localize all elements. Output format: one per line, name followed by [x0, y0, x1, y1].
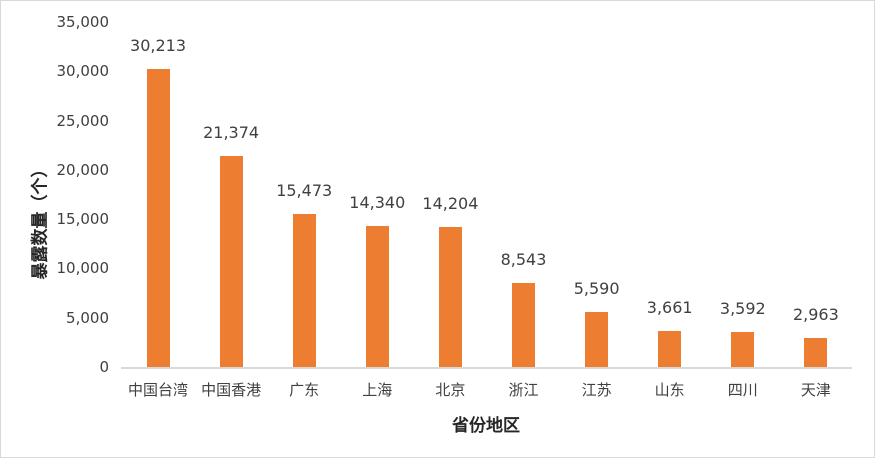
- y-tick-label: 30,000: [56, 62, 110, 81]
- x-tick-label: 北京: [435, 381, 466, 399]
- x-tick-label: 浙江: [508, 381, 539, 399]
- bar-7: [585, 311, 609, 367]
- bar-8: [658, 330, 682, 367]
- data-label: 14,204: [422, 193, 479, 213]
- bar-1: [146, 69, 170, 367]
- data-label: 21,374: [203, 123, 260, 143]
- y-tick-label: 5,000: [66, 308, 109, 327]
- bar-10: [804, 337, 828, 367]
- data-label: 3,661: [646, 297, 693, 317]
- data-label: 3,592: [719, 298, 766, 318]
- x-axis-title: 省份地区: [452, 416, 520, 436]
- bar-5: [438, 226, 462, 367]
- bar-4: [365, 225, 389, 367]
- y-tick-label: 35,000: [56, 13, 110, 31]
- data-label: 14,340: [349, 192, 406, 212]
- y-tick-label: 10,000: [56, 259, 110, 278]
- bar-9: [731, 331, 755, 367]
- bar-3: [292, 214, 316, 367]
- y-tick-label: 15,000: [56, 210, 110, 229]
- x-axis-line: [121, 367, 852, 369]
- y-tick-label: 25,000: [56, 111, 110, 130]
- x-tick-label: 上海: [362, 381, 393, 399]
- bar-2: [219, 156, 243, 367]
- y-axis-title: 暴露数量（个）: [30, 160, 51, 280]
- x-tick-label: 山东: [654, 381, 685, 399]
- bar-6: [512, 282, 535, 367]
- x-tick-label: 四川: [727, 381, 758, 399]
- y-tick-label: 20,000: [56, 160, 110, 179]
- x-tick-label: 天津: [800, 381, 831, 399]
- x-tick-label: 江苏: [581, 381, 612, 399]
- y-tick-label: 0: [99, 358, 109, 376]
- data-label: 8,543: [500, 249, 547, 269]
- data-label: 15,473: [276, 181, 333, 201]
- x-tick-label: 中国台湾: [127, 381, 189, 399]
- data-label: 30,213: [130, 36, 186, 56]
- x-tick-label: 中国香港: [201, 381, 262, 399]
- x-tick-label: 广东: [289, 381, 320, 399]
- data-label: 2,963: [792, 304, 839, 324]
- data-label: 5,590: [573, 278, 620, 298]
